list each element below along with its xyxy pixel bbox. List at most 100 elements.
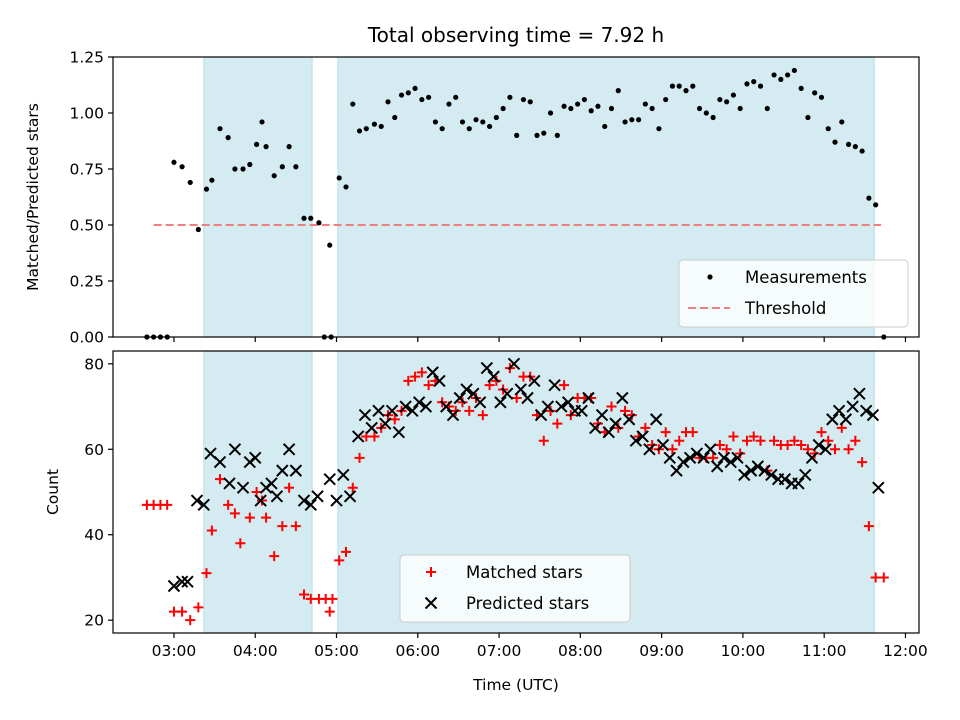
data-point (389, 414, 400, 425)
data-point (751, 460, 765, 473)
data-point (406, 404, 419, 418)
x-tick-label: 08:00 (558, 642, 603, 660)
series-predicted-stars (167, 357, 885, 593)
data-point (575, 101, 581, 107)
data-point (839, 119, 845, 125)
data-point (812, 90, 818, 96)
data-point (791, 67, 797, 74)
data-point (284, 482, 295, 493)
data-point (878, 572, 889, 583)
data-point (554, 132, 560, 138)
data-point (343, 490, 357, 503)
data-point (293, 164, 299, 170)
data-point (175, 575, 189, 588)
data-point (324, 606, 335, 617)
y-tick-label: 40 (84, 526, 104, 544)
y-tick-label: 0.00 (69, 329, 104, 347)
data-point (744, 464, 758, 477)
data-point (398, 92, 405, 98)
data-point (446, 101, 452, 107)
data-point (450, 405, 461, 416)
data-point (347, 482, 358, 493)
data-point (372, 404, 385, 418)
data-point (582, 391, 595, 405)
data-point (412, 396, 426, 409)
data-point (832, 404, 846, 418)
data-point (351, 430, 365, 443)
data-point (412, 85, 418, 91)
data-point (514, 132, 520, 138)
data-point (812, 438, 825, 452)
data-point (282, 443, 296, 456)
data-point (606, 401, 617, 412)
legend-label: Threshold (744, 299, 826, 318)
data-point (316, 220, 322, 226)
data-point (859, 148, 865, 154)
data-point (738, 468, 751, 482)
data-point (818, 94, 825, 100)
data-point (453, 391, 466, 405)
x-tick-label: 05:00 (314, 642, 359, 660)
data-point (181, 575, 194, 588)
data-point (311, 490, 324, 503)
data-point (799, 468, 812, 482)
data-point (426, 366, 439, 379)
data-point (660, 427, 671, 438)
data-point (334, 555, 345, 566)
data-point (642, 101, 648, 107)
data-point (486, 123, 493, 130)
data-point (405, 90, 411, 96)
data-point (616, 391, 629, 405)
data-point (636, 430, 649, 443)
data-point (527, 99, 533, 105)
legend-marker (426, 567, 436, 577)
data-point (534, 408, 548, 422)
data-point (805, 114, 811, 121)
data-point (330, 494, 343, 507)
data-point (457, 397, 468, 408)
data-point (235, 538, 246, 549)
x-axis-title: Time (UTC) (472, 676, 559, 694)
data-point (337, 468, 350, 482)
data-point (819, 443, 832, 456)
x-tick-label: 06:00 (395, 642, 440, 660)
data-point (683, 451, 697, 465)
data-point (269, 551, 280, 562)
data-point (379, 417, 392, 430)
data-point (261, 512, 272, 523)
data-point (177, 606, 188, 617)
data-point (792, 477, 805, 490)
data-point (399, 400, 412, 413)
data-point (683, 88, 689, 94)
data-point (541, 400, 555, 413)
data-point (778, 472, 792, 486)
data-point (459, 119, 466, 125)
data-point (748, 431, 759, 442)
data-point (647, 440, 658, 450)
data-point (643, 443, 656, 456)
data-point (327, 593, 338, 604)
data-point (209, 177, 215, 183)
data-point (852, 144, 858, 150)
data-point (473, 117, 479, 123)
data-point (765, 468, 778, 482)
data-point (798, 85, 804, 91)
x-tick-label: 09:00 (639, 642, 684, 660)
data-point (354, 452, 365, 463)
data-point (850, 435, 861, 446)
legend: Measurements Threshold (678, 259, 909, 328)
data-point (299, 589, 310, 600)
y-tick-label: 80 (84, 355, 104, 373)
data-point (327, 242, 333, 248)
data-point (507, 94, 513, 100)
data-point (545, 405, 556, 416)
data-point (167, 579, 181, 593)
y-tick-label: 0.50 (69, 217, 104, 235)
data-point (805, 451, 819, 465)
data-point (757, 83, 764, 89)
data-point (432, 119, 438, 125)
data-point (602, 123, 608, 130)
data-point (236, 481, 250, 494)
data-point (392, 114, 398, 121)
axes-frame (112, 350, 920, 634)
